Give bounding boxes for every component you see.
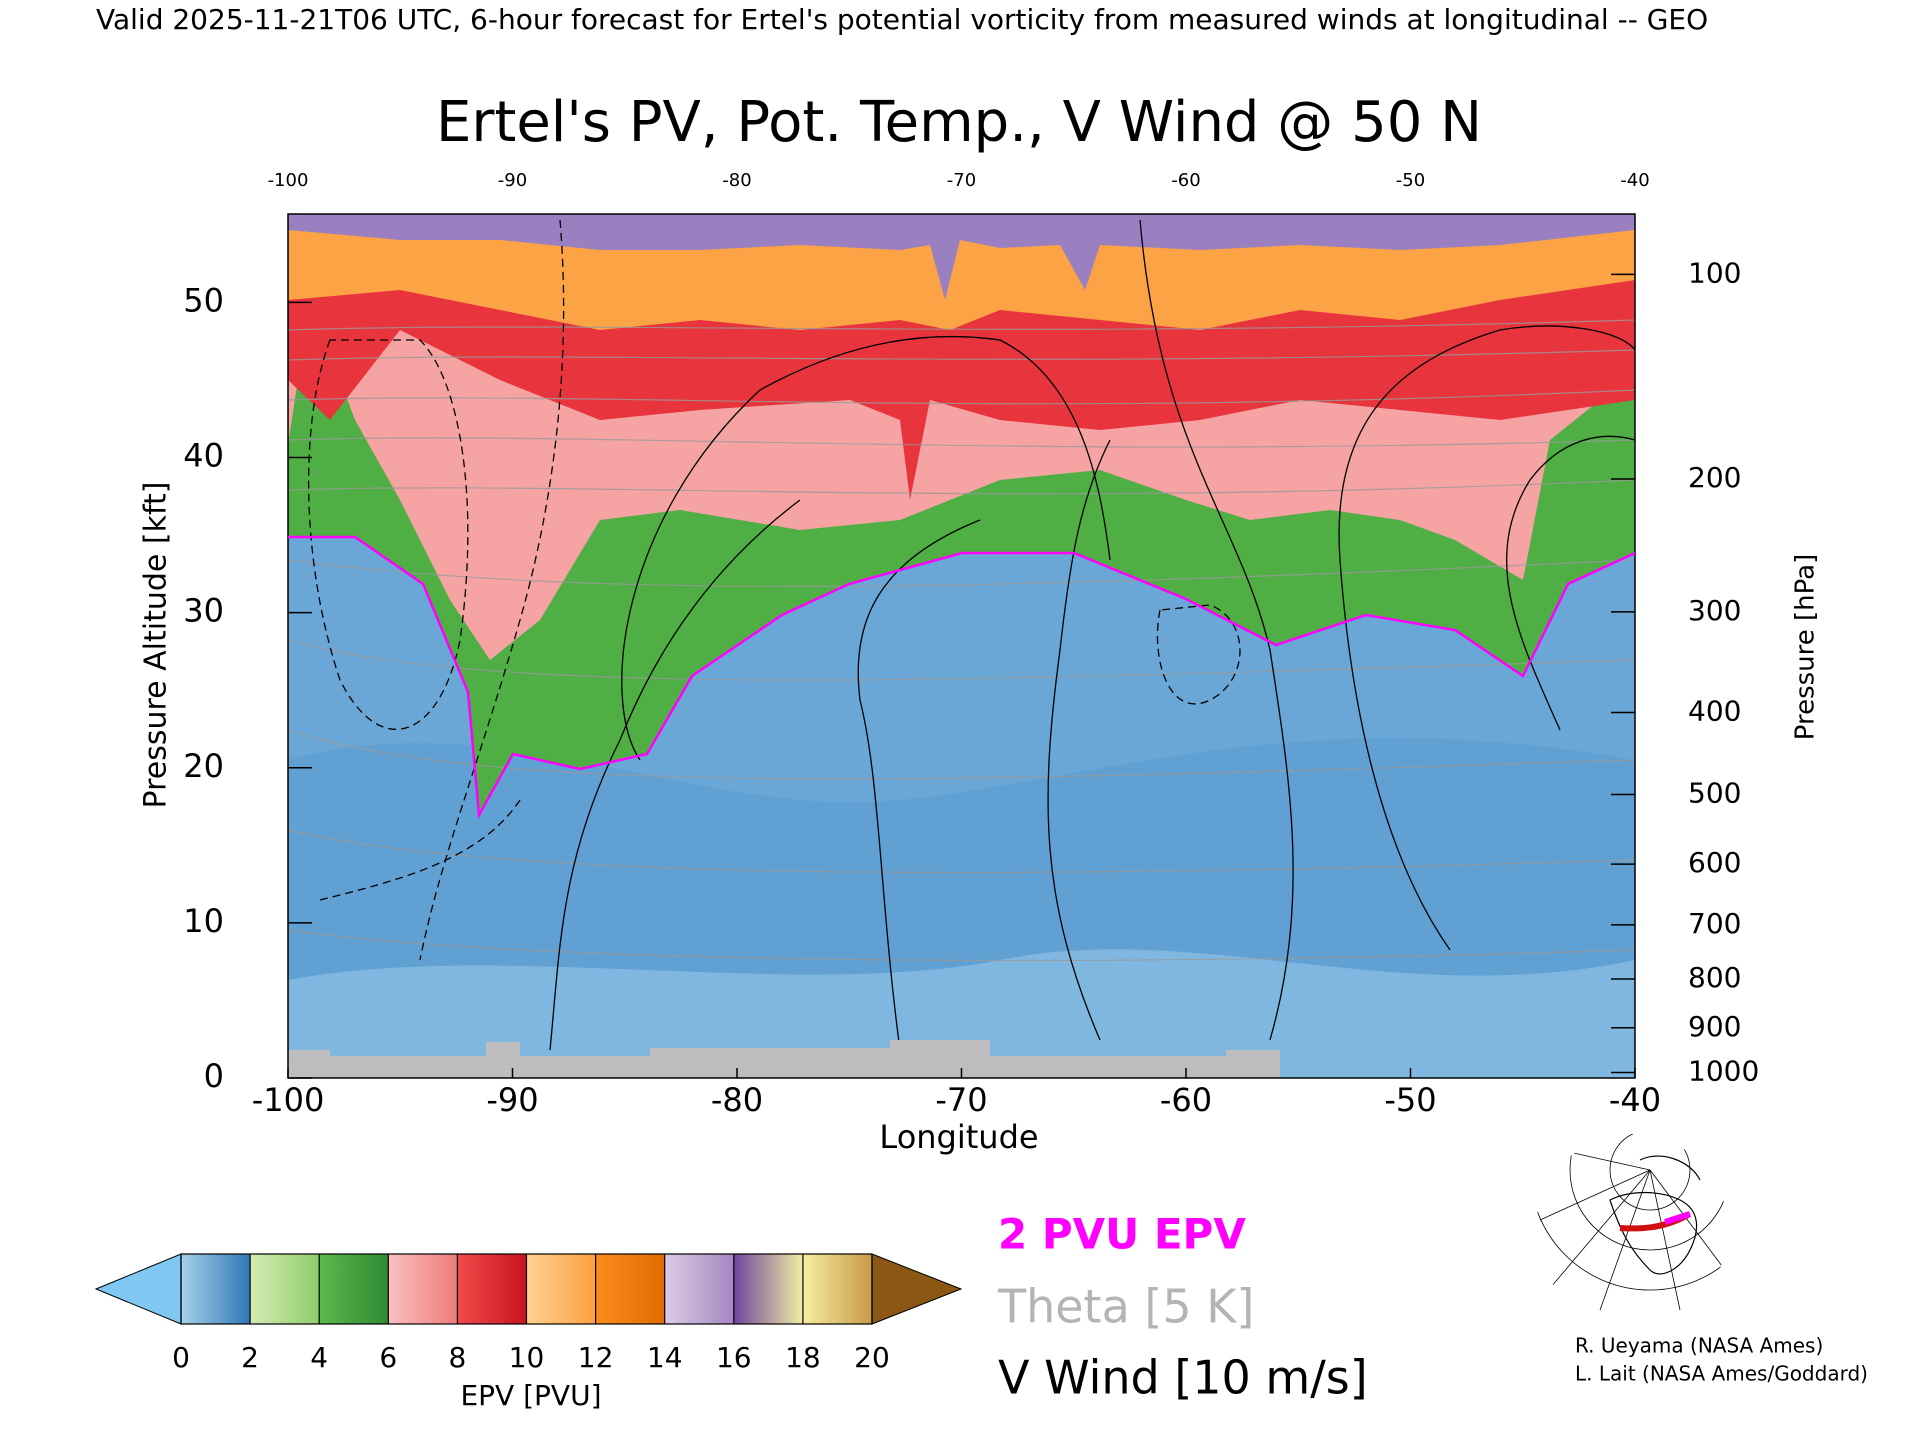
colorbar-segment (181, 1254, 251, 1324)
legend-entry: Theta [5 K] (997, 1280, 1254, 1334)
wind-contours (307, 219, 1635, 1051)
legend-entry: 2 PVU EPV (998, 1210, 1246, 1259)
y-tick-label: 10 (183, 902, 224, 940)
colorbar-tick-label: 4 (310, 1341, 328, 1374)
colorbar-tick-label: 16 (716, 1341, 752, 1374)
y-tick-label: 40 (183, 437, 224, 475)
y2-tick-label: 300 (1688, 594, 1741, 627)
x-tick-label: -100 (252, 1081, 325, 1119)
y2-tick-label: 200 (1688, 461, 1741, 494)
colorbar-tick-label: 10 (509, 1341, 545, 1374)
x-tick-label: -80 (711, 1081, 763, 1119)
credit: R. Ueyama (NASA Ames) (1575, 1334, 1823, 1358)
x2-tick-label: -80 (722, 170, 751, 191)
x-axis-label: Longitude (879, 1118, 1038, 1156)
y-axis-label: Pressure Altitude [kft] (139, 482, 174, 809)
colorbar-tick-label: 14 (647, 1341, 683, 1374)
colorbar-segment (250, 1254, 320, 1324)
colorbar-segment (457, 1254, 527, 1324)
colorbar-segment (802, 1254, 872, 1324)
header: Valid 2025-11-21T06 UTC, 6-hour forecast… (96, 3, 1708, 36)
colorbar-tick-label: 18 (785, 1341, 821, 1374)
x-tick-label: -40 (1609, 1081, 1661, 1119)
terrain (288, 1040, 1280, 1078)
theta-contours (288, 319, 1635, 962)
y2-tick-label: 1000 (1688, 1054, 1759, 1087)
x2-tick-label: -60 (1171, 170, 1200, 191)
y2-tick-label: 400 (1688, 695, 1741, 728)
y2-tick-label: 700 (1688, 907, 1741, 940)
x-tick-label: -70 (935, 1081, 987, 1119)
colorbar-under (94, 1253, 182, 1325)
colorbar-segment (595, 1254, 665, 1324)
y-tick-label: 20 (183, 747, 224, 785)
y-tick-label: 30 (183, 592, 224, 630)
field-purple (288, 214, 1635, 300)
x-tick-label: -50 (1384, 1081, 1436, 1119)
colorbar-tick-label: 0 (172, 1341, 190, 1374)
colorbar-tick-label: 2 (241, 1341, 259, 1374)
field (288, 214, 1635, 1078)
y2-tick-label: 100 (1688, 256, 1741, 289)
colorbar-tick-label: 8 (448, 1341, 466, 1374)
field-shade (288, 949, 1635, 1078)
colorbar-segment (319, 1254, 389, 1324)
colorbar-segment (733, 1254, 803, 1324)
colorbar-tick-label: 12 (578, 1341, 614, 1374)
colorbar-segment (388, 1254, 458, 1324)
y2-tick-label: 900 (1688, 1010, 1741, 1043)
colorbar-frame (180, 1253, 873, 1325)
y2-tick-label: 800 (1688, 961, 1741, 994)
x2-tick-label: -90 (498, 170, 527, 191)
x2-tick-label: -40 (1620, 170, 1649, 191)
y2-tick-label: 500 (1688, 776, 1741, 809)
legend-entry: V Wind [10 m/s] (998, 1351, 1368, 1405)
y2-axis-label: Pressure [hPa] (1791, 554, 1821, 741)
x-tick-label: -90 (486, 1081, 538, 1119)
locator-map (1536, 1134, 1728, 1311)
colorbar-over (871, 1253, 963, 1325)
colorbar-segment (664, 1254, 734, 1324)
y-tick-label: 0 (204, 1057, 224, 1095)
chart-title: Ertel's PV, Pot. Temp., V Wind @ 50 N (436, 90, 1482, 155)
colorbar-tick-label: 6 (379, 1341, 397, 1374)
x2-tick-label: -50 (1396, 170, 1425, 191)
colorbar-label: EPV [PVU] (460, 1379, 601, 1412)
y2-tick-label: 600 (1688, 846, 1741, 879)
pvu-contour (288, 535, 1636, 820)
x-tick-label: -60 (1160, 1081, 1212, 1119)
x2-tick-label: -100 (268, 170, 309, 191)
x2-tick-label: -70 (947, 170, 976, 191)
y-tick-label: 50 (183, 281, 224, 319)
credit: L. Lait (NASA Ames/Goddard) (1575, 1362, 1868, 1386)
colorbar-segment (526, 1254, 596, 1324)
colorbar-tick-label: 20 (854, 1341, 890, 1374)
